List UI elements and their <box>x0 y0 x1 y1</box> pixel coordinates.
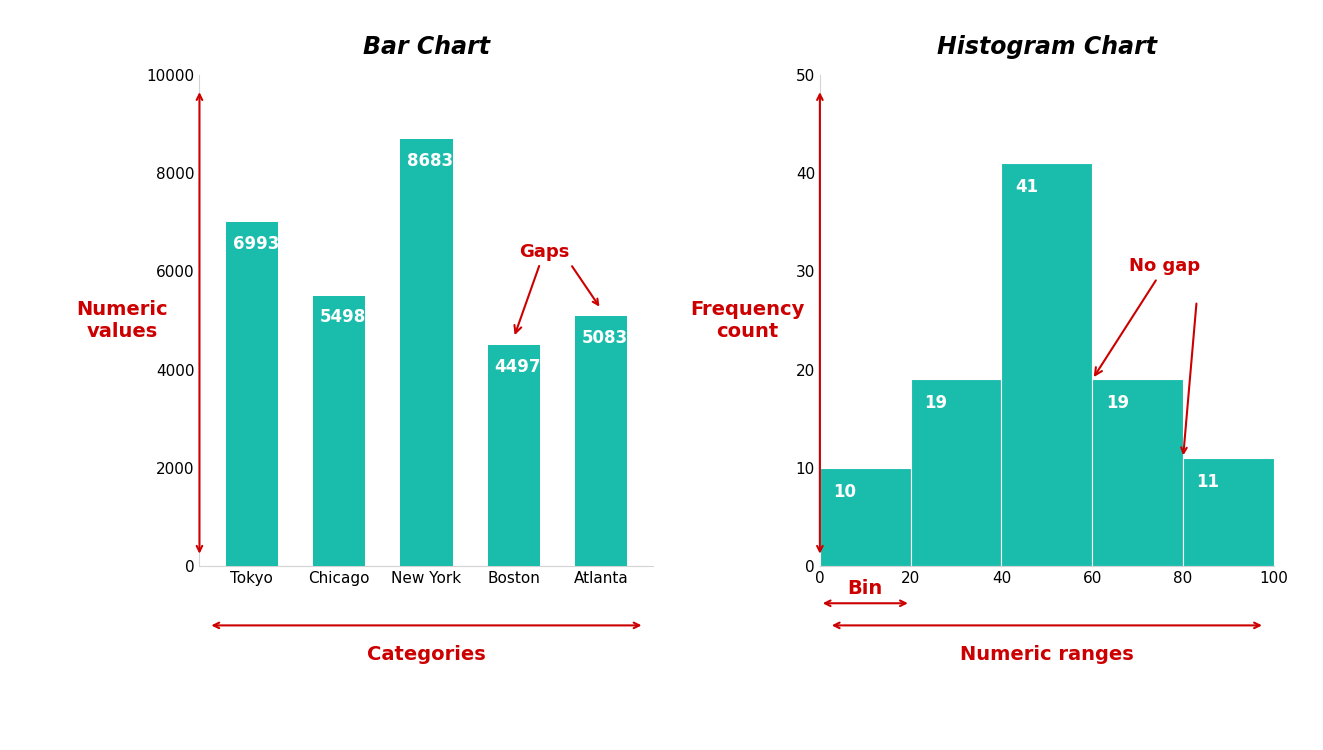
Bar <box>574 316 627 566</box>
Text: Numeric ranges: Numeric ranges <box>960 645 1134 664</box>
Bar <box>314 296 365 566</box>
Text: 10: 10 <box>833 483 856 501</box>
Text: Frequency
count: Frequency count <box>691 300 804 341</box>
Text: Categories: Categories <box>366 645 486 664</box>
Bar <box>1002 163 1093 566</box>
Text: 4497: 4497 <box>495 358 541 376</box>
Text: 11: 11 <box>1197 473 1220 491</box>
Bar <box>226 223 278 566</box>
Bar <box>910 380 1002 566</box>
Text: 6993: 6993 <box>233 235 279 253</box>
Title: Histogram Chart: Histogram Chart <box>937 34 1156 58</box>
Text: No gap: No gap <box>1095 257 1200 375</box>
Text: Numeric
values: Numeric values <box>77 300 168 341</box>
Text: Gaps: Gaps <box>515 242 569 333</box>
Text: 8683: 8683 <box>407 152 454 170</box>
Text: 5498: 5498 <box>320 308 366 326</box>
Title: Bar Chart: Bar Chart <box>363 34 490 58</box>
Text: 41: 41 <box>1015 178 1039 196</box>
Bar <box>820 468 910 566</box>
Bar <box>488 345 540 566</box>
Bar <box>1093 380 1183 566</box>
Text: 5083: 5083 <box>582 328 628 346</box>
Text: Bin: Bin <box>848 579 882 598</box>
Text: 19: 19 <box>1106 394 1129 412</box>
Bar <box>401 140 452 566</box>
Bar <box>1183 458 1274 566</box>
Text: 19: 19 <box>925 394 947 412</box>
